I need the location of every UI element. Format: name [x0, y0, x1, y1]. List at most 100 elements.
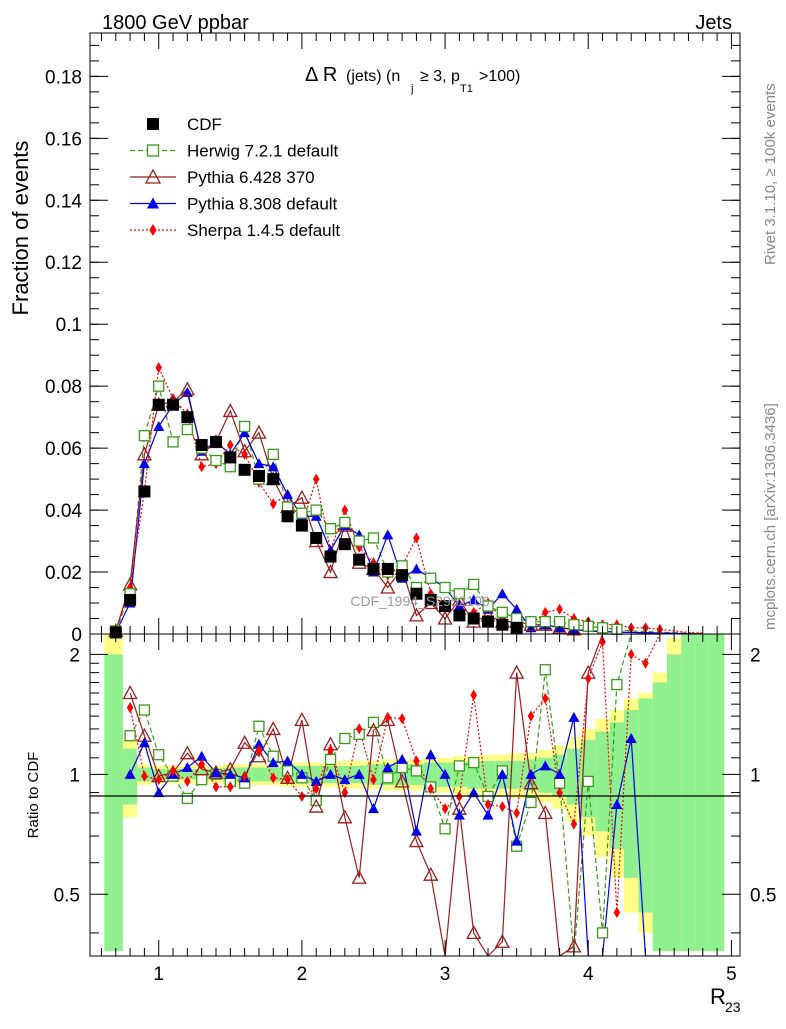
y-tick-label: 0.16	[45, 129, 82, 150]
sherpa-1-4-5-default-point	[413, 532, 420, 544]
sherpa-1-4-5-default-ratio-point	[613, 907, 621, 919]
y-tick-label: 0.02	[45, 563, 82, 584]
herwig-7-2-1-default-point	[238, 420, 251, 433]
green-band-bin	[624, 710, 639, 878]
sherpa-1-4-5-default-ratio-point	[584, 672, 592, 684]
pythia-8-308-default-ratio-point	[496, 768, 508, 779]
green-band-bin	[251, 767, 267, 782]
chart-title: Δ R (jets) (n j ≥ 3, p T1 >100)	[305, 64, 520, 95]
herwig-7-2-1-default-ratio-point	[253, 720, 265, 732]
pythia-6-428-370-ratio-point	[265, 721, 281, 736]
header-left: 1800 GeV ppbar	[102, 12, 249, 34]
pythia-8-308-default-ratio-point	[325, 768, 337, 779]
pythia-6-428-370-ratio-point	[208, 764, 224, 779]
analysis-watermark: CDF_1994_S2952106	[350, 593, 490, 609]
pythia-8-308-default-ratio-point	[525, 768, 537, 779]
herwig-7-2-1-default-point	[339, 516, 351, 529]
pythia-8-308-default-ratio-point	[224, 768, 236, 779]
herwig-7-2-1-default-point	[425, 572, 437, 584]
sherpa-1-4-5-default-ratio-point	[427, 783, 435, 795]
sherpa-1-4-5-default-ratio-point	[413, 755, 420, 767]
ratio-y-tick-label: 2	[69, 645, 80, 666]
pythia-6-428-370-ratio-point	[408, 833, 425, 848]
green-band-bin	[695, 634, 710, 952]
pythia-6-428-370-ratio-point	[351, 869, 367, 884]
cdf-point	[410, 587, 423, 600]
legend-marker	[149, 224, 157, 236]
legend-marker	[146, 144, 160, 157]
sherpa-1-4-5-default-ratio-point	[284, 774, 291, 786]
pythia-6-428-370-ratio-point	[179, 745, 195, 760]
cdf-point	[439, 600, 452, 613]
pythia-6-428-370-point	[251, 424, 267, 439]
sherpa-1-4-5-default-ratio-point	[126, 702, 134, 714]
herwig-7-2-1-default-ratio-point	[539, 664, 551, 676]
pythia-8-308-default-ratio-point	[625, 733, 637, 744]
x-tick-label: 4	[583, 964, 594, 985]
x-tick-label: 3	[440, 964, 451, 985]
sherpa-1-4-5-default-ratio-point	[513, 807, 520, 819]
herwig-7-2-1-default-ratio-point	[196, 773, 208, 786]
herwig-7-2-1-default-point	[210, 454, 222, 467]
ratio-panel-frame	[89, 633, 741, 957]
green-band-bin	[681, 634, 696, 952]
cdf-point	[396, 569, 409, 582]
herwig-7-2-1-default-ratio-point	[124, 730, 136, 742]
pythia-8-308-default-ratio-point	[153, 787, 165, 798]
y-tick-label: 0.04	[45, 501, 82, 522]
sherpa-1-4-5-default-ratio-point	[241, 770, 248, 782]
sherpa-1-4-5-default-ratio-point	[355, 723, 363, 735]
cdf-point	[224, 451, 237, 464]
herwig-7-2-1-default-ratio-point	[138, 704, 151, 716]
pythia-6-428-370-point	[179, 381, 195, 396]
cdf-point	[195, 439, 208, 452]
herwig-7-2-1-default-point	[324, 523, 337, 535]
x-tick-label: 5	[726, 964, 737, 985]
sherpa-1-4-5-default-point	[155, 362, 163, 374]
pythia-6-428-370-point	[408, 607, 425, 622]
pythia-8-308-default-ratio-point	[568, 711, 580, 722]
green-band-bin	[480, 761, 496, 789]
cdf-point	[482, 615, 495, 628]
sherpa-1-4-5-default-ratio-point	[384, 711, 392, 723]
cdf-point	[267, 473, 280, 486]
herwig-7-2-1-default-point	[482, 600, 494, 612]
cdf-point	[367, 562, 380, 575]
cdf-point	[424, 593, 437, 606]
y-tick-label: 0.06	[45, 439, 82, 460]
pythia-6-428-370-point	[222, 403, 238, 418]
green-band-bin	[666, 654, 682, 952]
sherpa-1-4-5-default-ratio-point	[470, 689, 478, 701]
y-tick-label: 0.14	[45, 191, 82, 212]
pythia-8-308-default-ratio-point	[611, 799, 623, 810]
pythia-6-428-370-ratio-point	[509, 664, 525, 679]
pythia-6-428-370-ratio-point	[337, 809, 353, 824]
sherpa-1-4-5-default-ratio-point	[570, 818, 578, 830]
herwig-7-2-1-default-point	[353, 535, 365, 547]
herwig-7-2-1-default-ratio-point	[153, 749, 165, 761]
pythia-6-428-370-ratio-point	[466, 925, 482, 940]
ratio-y-tick-label-right: 0.5	[750, 885, 776, 906]
green-band-bin	[180, 769, 195, 780]
pythia-6-428-370-point	[136, 446, 152, 461]
green-band-bin	[595, 731, 610, 832]
sherpa-1-4-5-default-ratio-point	[341, 787, 349, 799]
sherpa-1-4-5-default-point	[556, 603, 563, 615]
pythia-8-308-default-ratio-point	[267, 757, 279, 768]
herwig-7-2-1-default-point	[310, 504, 322, 516]
sherpa-1-4-5-default-point	[312, 473, 320, 485]
cdf-point	[467, 612, 480, 625]
sherpa-1-4-5-default-ratio-point	[398, 713, 406, 725]
sherpa-1-4-5-default-ratio-point	[312, 783, 320, 795]
green-band-bin	[652, 682, 667, 952]
pythia-8-308-default-ratio-point	[453, 809, 465, 820]
herwig-7-2-1-default-ratio-point	[396, 761, 408, 774]
x-axis-label-sub: 23	[725, 999, 741, 1015]
sherpa-1-4-5-default-ratio-point	[169, 765, 177, 777]
ratio-y-tick-label: 1	[69, 765, 80, 786]
green-band-bin	[423, 762, 438, 787]
cdf-point	[252, 470, 265, 483]
sherpa-1-4-5-default-ratio-point	[227, 781, 234, 793]
pythia-6-428-370-point	[294, 489, 310, 504]
